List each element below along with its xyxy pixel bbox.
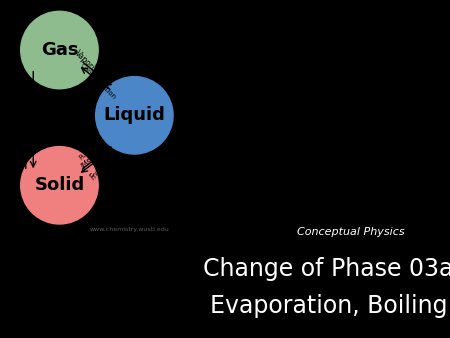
- Text: Freezing: Freezing: [88, 154, 118, 182]
- Text: Solid: Solid: [34, 176, 85, 194]
- Ellipse shape: [21, 147, 98, 224]
- Text: www.chemistry.wustl.edu: www.chemistry.wustl.edu: [90, 227, 169, 232]
- Text: Change of Phase 03a: Change of Phase 03a: [203, 257, 450, 281]
- Text: Evaporation, Boiling: Evaporation, Boiling: [210, 294, 447, 318]
- Text: Liquid: Liquid: [104, 106, 165, 124]
- Text: Deposition: Deposition: [36, 99, 45, 141]
- Text: Condensation: Condensation: [79, 63, 117, 101]
- Ellipse shape: [21, 11, 98, 89]
- Text: Vaporization: Vaporization: [73, 48, 113, 89]
- Text: Sublimation: Sublimation: [14, 97, 23, 143]
- Text: Fusion
(Melting): Fusion (Melting): [75, 138, 107, 169]
- Text: Gas: Gas: [40, 41, 78, 59]
- Ellipse shape: [96, 77, 173, 154]
- Text: Conceptual Physics: Conceptual Physics: [297, 226, 405, 237]
